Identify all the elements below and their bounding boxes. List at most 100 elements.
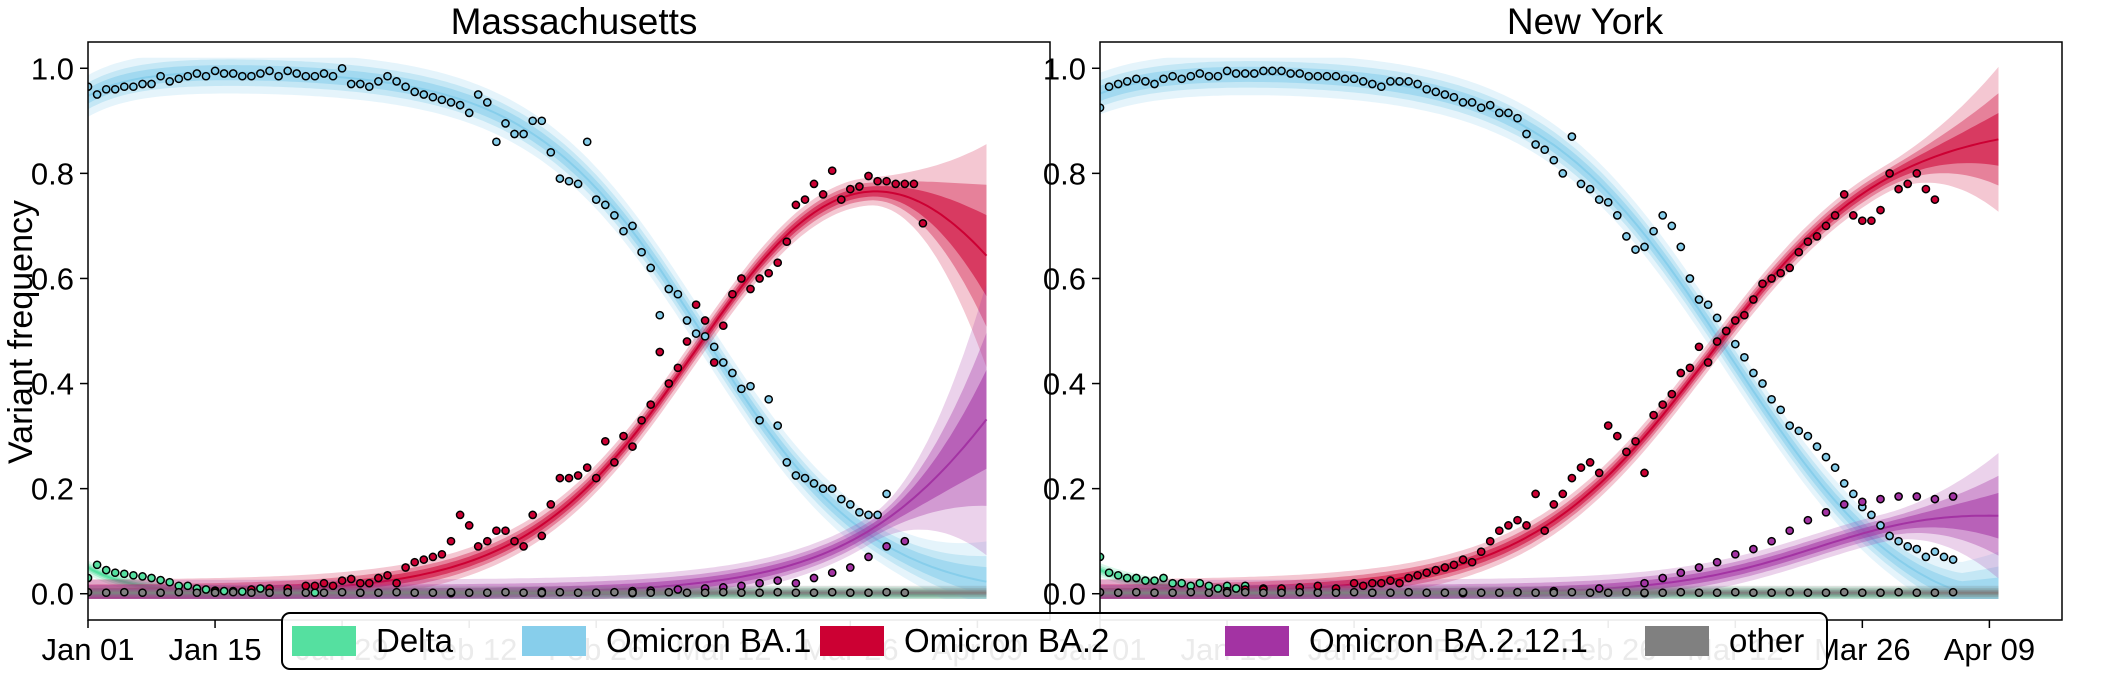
data-point-omicron-ba-2 — [746, 284, 755, 294]
data-point-omicron-ba-2 — [610, 458, 619, 467]
data-point-other — [791, 588, 801, 598]
x-tick-label: Apr 09 — [1944, 632, 2035, 667]
data-point-omicron-ba-2-12-1 — [1948, 492, 1958, 501]
data-point-other — [210, 588, 220, 598]
data-point-omicron-ba-2 — [1758, 279, 1767, 289]
data-point-omicron-ba-1 — [1903, 542, 1913, 551]
data-point-omicron-ba-1 — [1150, 79, 1159, 89]
data-point-omicron-ba-1 — [1340, 74, 1350, 84]
data-point-omicron-ba-1 — [1494, 108, 1504, 118]
data-point-omicron-ba-1 — [510, 129, 519, 139]
data-point-other — [773, 587, 783, 597]
data-point-omicron-ba-2 — [1549, 500, 1559, 509]
fit-line-omicron-ba-1 — [1100, 73, 1999, 594]
data-point-omicron-ba-1 — [129, 82, 138, 92]
data-point-delta — [129, 570, 138, 580]
data-point-other — [1749, 588, 1758, 598]
data-point-omicron-ba-1 — [1703, 300, 1713, 310]
data-point-other — [1313, 588, 1323, 598]
y-ticks-new-york: 0.0 0.2 0.4 0.6 0.8 1.0 — [1043, 51, 1100, 612]
data-point-omicron-ba-2-12-1 — [755, 578, 764, 588]
y-tick-label: 0.0 — [1043, 577, 1086, 612]
data-point-omicron-ba-1 — [310, 71, 320, 81]
legend-label: Omicron BA.2.12.1 — [1309, 622, 1588, 659]
data-point-omicron-ba-1 — [1504, 108, 1513, 118]
legend-item-other: other — [1645, 622, 1804, 659]
data-point-omicron-ba-1 — [1930, 547, 1940, 557]
data-point-omicron-ba-1 — [546, 147, 556, 157]
data-point-omicron-ba-1 — [1222, 66, 1232, 76]
data-point-omicron-ba-2 — [882, 176, 891, 186]
data-point-other — [1422, 588, 1432, 598]
data-point-omicron-ba-2 — [1558, 489, 1568, 499]
y-tick-label: 0.2 — [31, 472, 74, 507]
data-point-delta — [165, 577, 175, 587]
data-point-omicron-ba-2-12-1 — [1930, 494, 1940, 504]
data-point-omicron-ba-1 — [383, 71, 392, 81]
data-point-other — [610, 587, 619, 597]
data-point-delta — [1159, 573, 1168, 583]
points-omicron-ba-2-12-1 — [446, 536, 910, 597]
band-omicron-ba-1-2 — [88, 65, 987, 597]
data-point-omicron-ba-1 — [147, 79, 156, 89]
data-point-delta — [119, 569, 129, 579]
data-point-omicron-ba-1 — [691, 329, 701, 338]
data-point-omicron-ba-1 — [446, 98, 456, 107]
data-point-omicron-ba-2 — [501, 526, 510, 536]
data-point-other — [1404, 587, 1413, 597]
legend-item-omicron-ba-2: Omicron BA.2 — [820, 622, 1109, 659]
data-point-omicron-ba-1 — [1821, 452, 1831, 462]
y-tick-label: 0.8 — [1043, 156, 1086, 191]
legend-swatch — [522, 626, 586, 656]
data-point-omicron-ba-2-12-1 — [1640, 578, 1649, 588]
data-point-omicron-ba-1 — [1159, 74, 1168, 84]
legend-swatch — [1645, 626, 1709, 656]
data-point-omicron-ba-1 — [1104, 82, 1114, 92]
data-point-omicron-ba-2 — [455, 510, 465, 520]
data-point-other — [1857, 588, 1867, 598]
data-point-omicron-ba-1 — [1404, 77, 1413, 86]
data-point-omicron-ba-1 — [247, 71, 256, 81]
data-point-omicron-ba-2 — [619, 431, 628, 441]
data-point-omicron-ba-2 — [1585, 458, 1595, 467]
data-point-omicron-ba-1 — [1776, 405, 1786, 415]
data-point-omicron-ba-1 — [256, 69, 265, 78]
data-point-omicron-ba-1 — [1449, 92, 1459, 102]
panel-title-massachusetts: Massachusetts — [451, 1, 698, 42]
data-point-omicron-ba-2 — [1694, 342, 1704, 352]
data-point-omicron-ba-1 — [364, 82, 374, 92]
data-point-omicron-ba-1 — [1894, 536, 1903, 546]
data-point-omicron-ba-2-12-1 — [845, 563, 855, 572]
data-point-omicron-ba-2 — [1640, 468, 1649, 478]
data-point-omicron-ba-2 — [1458, 555, 1468, 564]
data-point-delta — [147, 573, 156, 583]
data-point-other — [1549, 588, 1559, 598]
data-point-omicron-ba-2 — [337, 576, 347, 585]
data-point-other — [1386, 588, 1395, 598]
data-point-omicron-ba-2 — [1912, 169, 1922, 178]
data-point-delta — [183, 581, 193, 591]
data-point-delta — [92, 560, 102, 570]
data-point-omicron-ba-2 — [1721, 326, 1731, 336]
legend-item-omicron-ba-2-12-1: Omicron BA.2.12.1 — [1225, 622, 1588, 659]
data-point-omicron-ba-1 — [1867, 510, 1876, 520]
data-point-delta — [1150, 576, 1159, 585]
data-point-omicron-ba-1 — [519, 129, 528, 139]
data-point-omicron-ba-1 — [845, 500, 855, 509]
data-point-omicron-ba-1 — [864, 510, 873, 520]
data-point-omicron-ba-1 — [628, 221, 637, 231]
data-point-omicron-ba-2 — [1513, 515, 1522, 525]
data-point-omicron-ba-1 — [1467, 98, 1477, 107]
data-point-omicron-ba-1 — [528, 116, 538, 126]
data-point-omicron-ba-1 — [156, 71, 165, 81]
data-point-omicron-ba-1 — [346, 79, 356, 89]
data-point-omicron-ba-1 — [1177, 74, 1187, 84]
data-point-omicron-ba-1 — [1785, 421, 1795, 430]
data-point-other — [1186, 587, 1196, 597]
data-point-omicron-ba-1 — [764, 394, 774, 404]
data-point-omicron-ba-1 — [174, 74, 184, 84]
data-point-omicron-ba-1 — [809, 479, 819, 488]
legend-box — [281, 612, 1828, 670]
data-point-omicron-ba-2 — [546, 500, 556, 509]
data-point-omicron-ba-1 — [419, 90, 429, 99]
